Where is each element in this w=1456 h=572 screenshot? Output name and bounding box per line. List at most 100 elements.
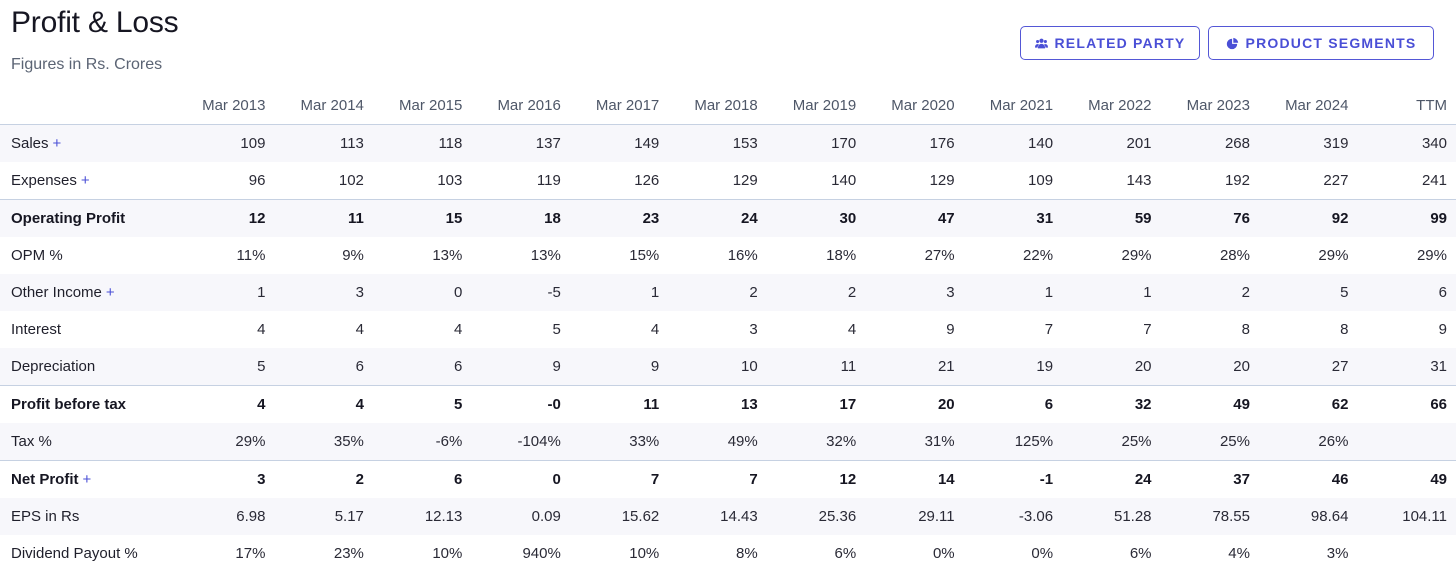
table-cell: 7 — [570, 461, 668, 499]
column-header: Mar 2016 — [471, 87, 569, 125]
expand-row-button[interactable]: + — [83, 471, 92, 488]
row-label-cell[interactable]: Expenses+ — [0, 162, 176, 200]
table-cell: 5 — [471, 311, 569, 348]
table-cell: 23 — [570, 200, 668, 238]
table-cell: 19 — [964, 348, 1062, 386]
expand-row-button[interactable]: + — [81, 172, 90, 189]
table-cell: 31 — [1357, 348, 1456, 386]
table-cell: 6 — [373, 461, 471, 499]
table-cell: 66 — [1357, 386, 1456, 424]
table-cell: 49% — [668, 423, 766, 461]
table-cell: 1 — [1062, 274, 1160, 311]
table-cell: 170 — [767, 125, 865, 163]
table-cell: 62 — [1259, 386, 1357, 424]
table-cell: 37 — [1161, 461, 1259, 499]
table-cell: 25% — [1161, 423, 1259, 461]
page-title: Profit & Loss — [11, 6, 178, 40]
table-cell: 32% — [767, 423, 865, 461]
expand-row-button[interactable]: + — [53, 135, 62, 152]
table-cell: 9 — [570, 348, 668, 386]
table-cell: 126 — [570, 162, 668, 200]
table-cell: 4 — [176, 386, 274, 424]
table-cell: 11 — [274, 200, 372, 238]
table-cell: 940% — [471, 535, 569, 572]
row-label-cell[interactable]: Other Income+ — [0, 274, 176, 311]
table-row: OPM %11%9%13%13%15%16%18%27%22%29%28%29%… — [0, 237, 1456, 274]
table-cell: 3 — [274, 274, 372, 311]
column-header: Mar 2019 — [767, 87, 865, 125]
row-label-cell: Operating Profit — [0, 200, 176, 238]
table-cell — [1357, 535, 1456, 572]
table-cell: 59 — [1062, 200, 1160, 238]
table-cell: 5 — [1259, 274, 1357, 311]
table-cell: 2 — [1161, 274, 1259, 311]
row-label-cell: Depreciation — [0, 348, 176, 386]
row-label-cell: EPS in Rs — [0, 498, 176, 535]
table-cell: 8 — [1161, 311, 1259, 348]
row-label: Interest — [11, 321, 61, 338]
table-cell: 140 — [964, 125, 1062, 163]
row-label-cell[interactable]: Net Profit+ — [0, 461, 176, 499]
table-cell: 103 — [373, 162, 471, 200]
table-cell: 340 — [1357, 125, 1456, 163]
table-cell: 20 — [1062, 348, 1160, 386]
table-cell: 6 — [373, 348, 471, 386]
table-cell: 16% — [668, 237, 766, 274]
table-cell: 241 — [1357, 162, 1456, 200]
table-cell: 8% — [668, 535, 766, 572]
table-cell: 6% — [767, 535, 865, 572]
table-cell: 29% — [1259, 237, 1357, 274]
table-cell: 22% — [964, 237, 1062, 274]
row-label: Sales — [11, 135, 49, 152]
table-cell: 25% — [1062, 423, 1160, 461]
row-label-cell[interactable]: Sales+ — [0, 125, 176, 163]
table-cell: 125% — [964, 423, 1062, 461]
table-cell: 0.09 — [471, 498, 569, 535]
related-party-button[interactable]: RELATED PARTY — [1020, 26, 1200, 60]
table-cell: 92 — [1259, 200, 1357, 238]
expand-row-button[interactable]: + — [106, 284, 115, 301]
product-segments-button[interactable]: PRODUCT SEGMENTS — [1208, 26, 1434, 60]
users-icon — [1035, 37, 1048, 50]
table-cell: 26% — [1259, 423, 1357, 461]
table-cell: 14.43 — [668, 498, 766, 535]
table-cell: 29% — [1062, 237, 1160, 274]
table-cell: 12.13 — [373, 498, 471, 535]
table-cell: 25.36 — [767, 498, 865, 535]
table-cell: 1 — [964, 274, 1062, 311]
table-cell: 4 — [274, 311, 372, 348]
table-cell: 9 — [865, 311, 963, 348]
table-cell: -5 — [471, 274, 569, 311]
table-cell: 30 — [767, 200, 865, 238]
table-cell: 6.98 — [176, 498, 274, 535]
table-cell: -3.06 — [964, 498, 1062, 535]
table-cell: 28% — [1161, 237, 1259, 274]
row-label: Operating Profit — [11, 210, 125, 227]
table-cell: 143 — [1062, 162, 1160, 200]
table-cell: 21 — [865, 348, 963, 386]
product-segments-label: PRODUCT SEGMENTS — [1246, 35, 1417, 51]
table-cell: 11 — [570, 386, 668, 424]
row-label: Dividend Payout % — [11, 545, 138, 562]
table-cell: 2 — [274, 461, 372, 499]
page-subtitle: Figures in Rs. Crores — [11, 56, 162, 74]
table-cell: 4 — [373, 311, 471, 348]
table-cell: 201 — [1062, 125, 1160, 163]
table-cell: 76 — [1161, 200, 1259, 238]
table-cell: 27% — [865, 237, 963, 274]
table-cell: 13% — [373, 237, 471, 274]
table-cell: 31% — [865, 423, 963, 461]
table-cell: 23% — [274, 535, 372, 572]
table-cell: 149 — [570, 125, 668, 163]
table-cell: 6 — [274, 348, 372, 386]
table-cell: 6 — [964, 386, 1062, 424]
row-label: OPM % — [11, 247, 63, 264]
